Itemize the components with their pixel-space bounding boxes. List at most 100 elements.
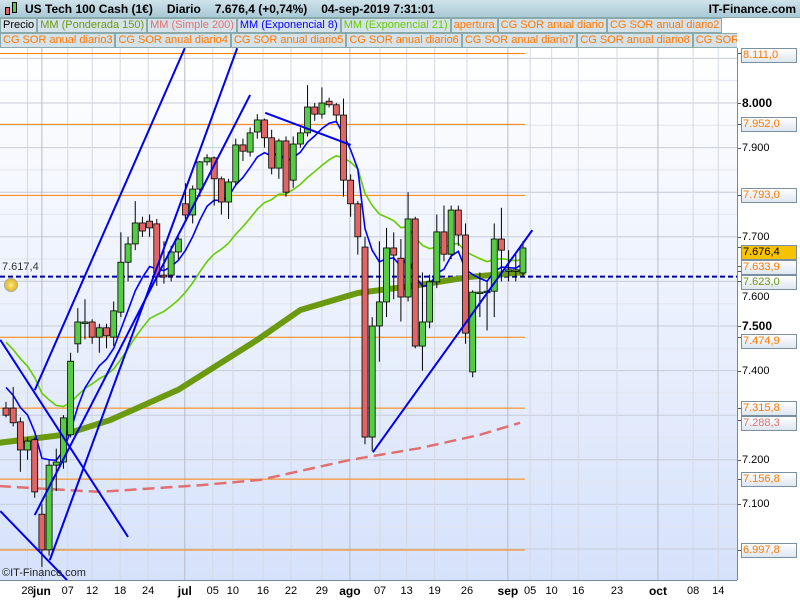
candle [375, 301, 383, 327]
x-tick-label: 23 [610, 585, 624, 597]
candle [117, 261, 125, 313]
axis-tick-mark [738, 326, 741, 327]
candle [498, 238, 505, 251]
candle [210, 157, 218, 180]
level-price-label: 8.111,0 [741, 48, 797, 63]
candle [519, 247, 527, 274]
candle [203, 157, 211, 163]
axis-tick-mark [738, 479, 741, 481]
candle [246, 132, 254, 153]
legend-item: Precio [0, 18, 38, 33]
bell-icon[interactable] [4, 278, 18, 292]
candle [397, 257, 405, 298]
legend-item: MM (Simple 200) [147, 18, 237, 33]
y-tick-label: 7.100 [742, 498, 770, 511]
candle [182, 203, 189, 216]
y-tick-label: 8.000 [742, 96, 773, 110]
legend-item: CG SOR anual diario5 [230, 33, 347, 48]
candle [361, 246, 369, 438]
candle [383, 247, 390, 303]
legend-item: CG SOR anual diario [497, 18, 607, 33]
candle [469, 291, 477, 373]
x-tick-label: oct [648, 584, 667, 598]
candle [325, 100, 333, 106]
last-price: 7.676,4 (+0,74%) [214, 1, 308, 16]
candle [16, 421, 24, 451]
axis-tick-mark [738, 271, 741, 273]
candle [261, 119, 268, 139]
candle [139, 222, 146, 232]
copyright: ©IT-Finance.com [2, 567, 86, 579]
legend-item: CG SOR anual diario4 [115, 33, 231, 48]
candle [318, 102, 326, 115]
candle [45, 464, 53, 551]
candle [2, 407, 10, 416]
candle [174, 238, 182, 253]
axis-tick-mark [738, 337, 741, 339]
candle [131, 222, 139, 245]
legend-item: CG SOR anual diario6 [346, 33, 462, 48]
legend-item: apertura [450, 18, 498, 33]
x-tick-label: 16 [256, 585, 270, 597]
legend-item: MM (Exponencial 21) [340, 18, 451, 33]
x-tick-label: 18 [114, 585, 127, 597]
candle [52, 461, 60, 466]
price-label: 7.676,4 [741, 244, 797, 260]
price-label: 7.633,9 [741, 259, 797, 275]
x-tick-label: 28 [21, 585, 34, 597]
axis-tick-mark [738, 420, 741, 422]
title-bar: US Tech 100 Cash (1€) Diario 7.676,4 (+0… [0, 0, 800, 18]
candle [167, 251, 175, 276]
sma200-line [0, 421, 521, 494]
axis-tick-mark [738, 266, 741, 268]
level-price-label: 7.952,0 [741, 117, 797, 133]
candle [67, 360, 75, 436]
x-tick-label: 13 [400, 585, 413, 597]
x-tick-label: 05 [524, 585, 537, 597]
price-label: 7.288,3 [741, 416, 797, 432]
legend-item: MM (Ponderada 150) [37, 18, 148, 33]
candle [146, 220, 154, 229]
x-tick-label: 19 [428, 585, 441, 597]
candle [311, 106, 319, 115]
legend-item: CG SOR anual diario3 [0, 33, 116, 48]
candle [24, 440, 31, 451]
brand: IT-Finance.com [708, 2, 796, 16]
candle [196, 161, 204, 190]
x-tick-label: 14 [712, 585, 725, 597]
date-axis: 28 jun 07 12 18 24 jul 05 10 16 22 29 ago 07 13 19 26 sep… [0, 580, 737, 600]
candle [110, 310, 118, 338]
x-tick-label: 07 [373, 585, 387, 597]
y-tick-label: 7.700 [742, 230, 770, 243]
x-tick-label: 12 [86, 585, 99, 597]
candle [124, 243, 132, 263]
x-tick-label: 16 [572, 585, 585, 597]
x-tick-label: 29 [315, 585, 329, 597]
x-tick-label: ago [339, 584, 361, 598]
axis-tick-mark [738, 103, 741, 104]
candle [225, 181, 232, 203]
candle [253, 119, 261, 133]
y-tick-label: 7.200 [742, 453, 770, 466]
candle [81, 321, 89, 324]
candle [426, 281, 434, 323]
level-price-label: 6.997,8 [741, 542, 797, 558]
x-tick-label: 22 [284, 585, 298, 597]
candle [296, 132, 304, 145]
candle [31, 439, 39, 493]
axis-tick-mark [738, 236, 741, 238]
legend-item: CG SOR anual diario7 [461, 33, 578, 48]
datetime: 04-sep-2019 7:31:01 [321, 1, 435, 16]
y-tick-label: 7.500 [742, 319, 773, 333]
axis-tick-mark [738, 549, 741, 551]
y-tick-label: 7.400 [742, 364, 770, 377]
legend-row-1: Precio MM (Ponderada 150) MM (Simple 200) M… [0, 18, 737, 33]
chart-plot-area[interactable]: 7.617,4 ©IT-Finance.com [0, 47, 737, 581]
y-tick-label: 7.600 [742, 290, 770, 303]
axis-tick-mark [738, 370, 741, 372]
price-chart[interactable] [0, 47, 737, 581]
candle [462, 234, 469, 334]
candle [60, 417, 67, 463]
candle [476, 291, 484, 295]
candle [433, 231, 441, 283]
